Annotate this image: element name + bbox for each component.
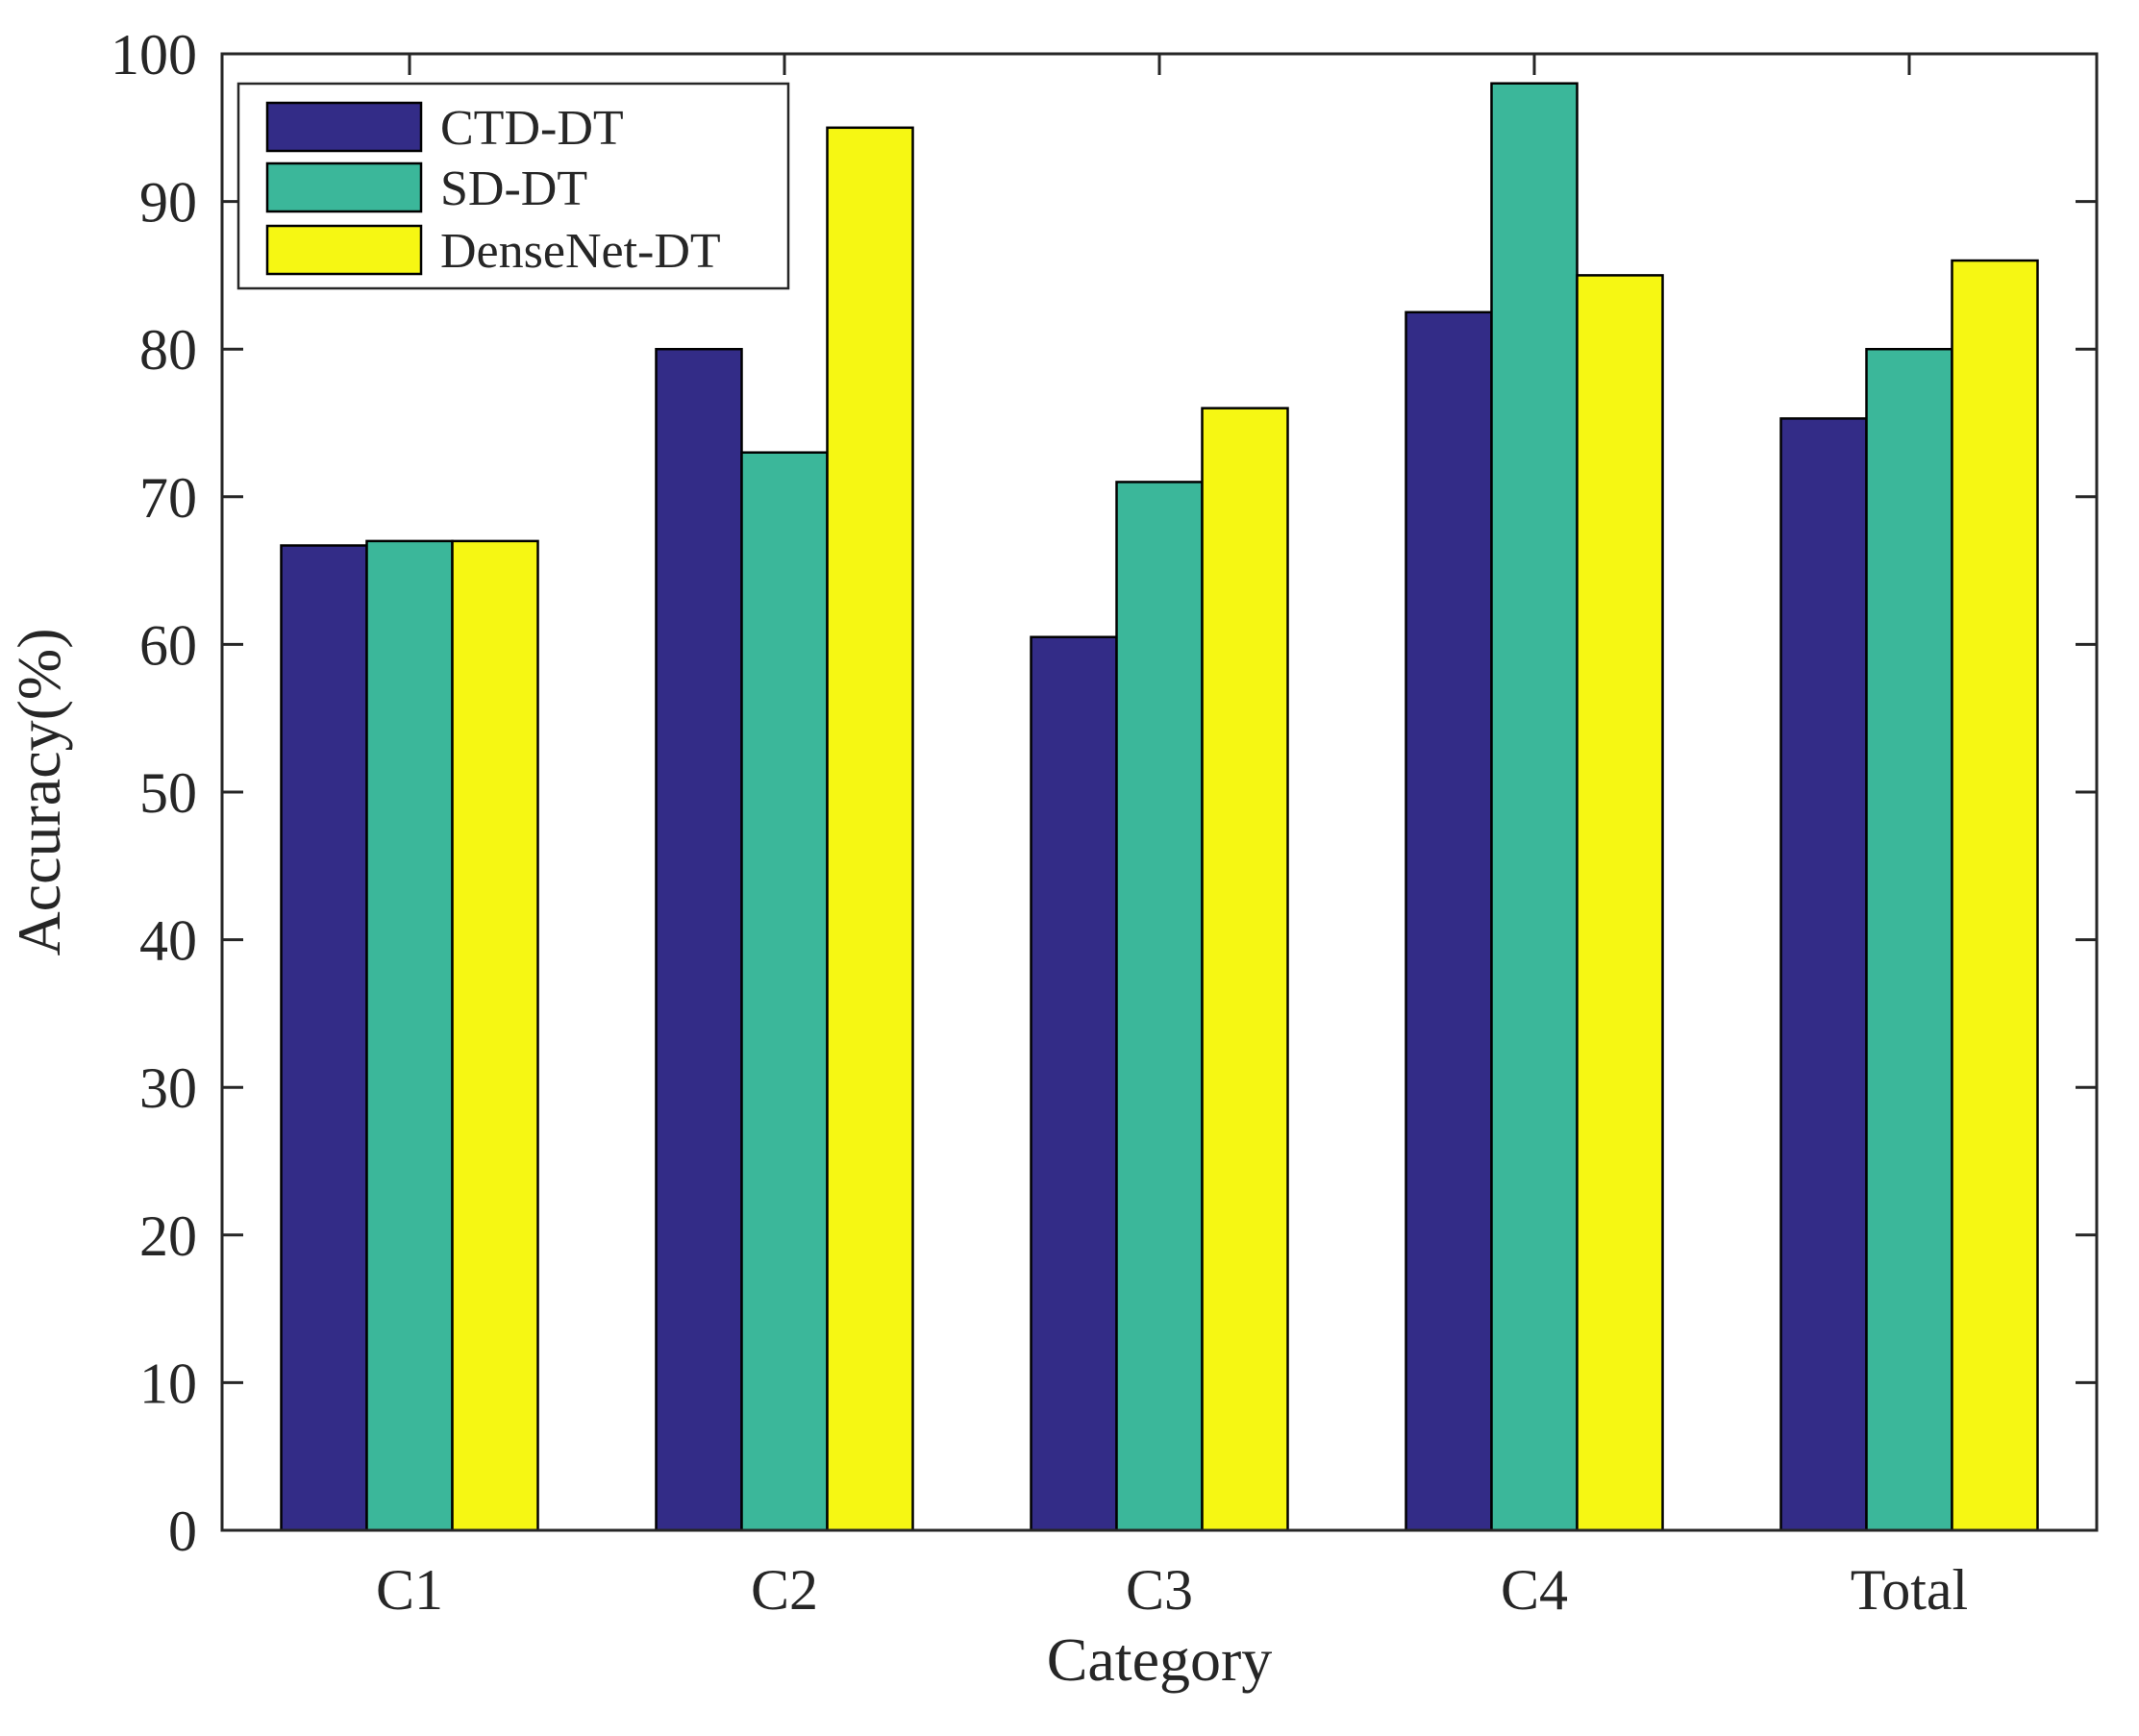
x-tick-label-c1: C1 [376, 1558, 443, 1622]
bar-groups [280, 82, 2039, 1532]
axis-tick-labels: 0 10 20 30 40 50 60 70 80 90 100 C1 C2 C3 C4 Total [111, 23, 1968, 1622]
y-tick-label-40: 40 [139, 909, 197, 973]
legend-label-densenet-dt: DenseNet-DT [440, 224, 721, 279]
y-tick-label-0: 0 [168, 1500, 197, 1563]
y-tick-label-70: 70 [139, 466, 197, 530]
legend-label-ctd-dt: CTD-DT [440, 101, 624, 156]
bar-c1-ctd-dt [280, 544, 368, 1532]
bar-c1-sd-dt [365, 539, 454, 1532]
y-tick-label-20: 20 [139, 1204, 197, 1268]
y-tick-label-50: 50 [139, 761, 197, 825]
y-tick-label-100: 100 [111, 23, 197, 87]
bar-c4-densenet-dt [1576, 274, 1664, 1532]
bar-c3-sd-dt [1115, 481, 1204, 1532]
bar-c1-densenet-dt [451, 539, 539, 1532]
legend-swatch-densenet-dt [265, 224, 423, 276]
x-tick-label-c3: C3 [1126, 1558, 1193, 1622]
y-tick-label-90: 90 [139, 171, 197, 235]
x-tick-label-total: Total [1851, 1558, 1968, 1622]
legend-swatch-sd-dt [265, 161, 423, 213]
y-tick-label-80: 80 [139, 318, 197, 382]
x-tick-label-c2: C2 [751, 1558, 818, 1622]
bar-c2-densenet-dt [826, 126, 914, 1532]
y-tick-label-30: 30 [139, 1056, 197, 1120]
bar-c2-ctd-dt [655, 347, 743, 1532]
bar-total-ctd-dt [1779, 417, 1868, 1532]
x-tick-label-c4: C4 [1501, 1558, 1568, 1622]
legend-swatch-ctd-dt [265, 101, 423, 153]
bar-total-sd-dt [1865, 347, 1953, 1532]
bar-c4-sd-dt [1490, 82, 1579, 1532]
bar-total-densenet-dt [1951, 259, 2039, 1532]
y-tick-label-10: 10 [139, 1352, 197, 1415]
legend-label-sd-dt: SD-DT [440, 161, 587, 216]
y-axis-label: Accuracy(%) [5, 628, 73, 955]
axis-ticks [222, 52, 2097, 1532]
bar-c2-sd-dt [740, 451, 829, 1532]
bar-c3-densenet-dt [1201, 407, 1289, 1532]
x-axis-label: Category [1047, 1625, 1273, 1694]
y-tick-label-60: 60 [139, 613, 197, 677]
bar-c4-ctd-dt [1405, 310, 1493, 1532]
bar-c3-ctd-dt [1030, 635, 1118, 1532]
